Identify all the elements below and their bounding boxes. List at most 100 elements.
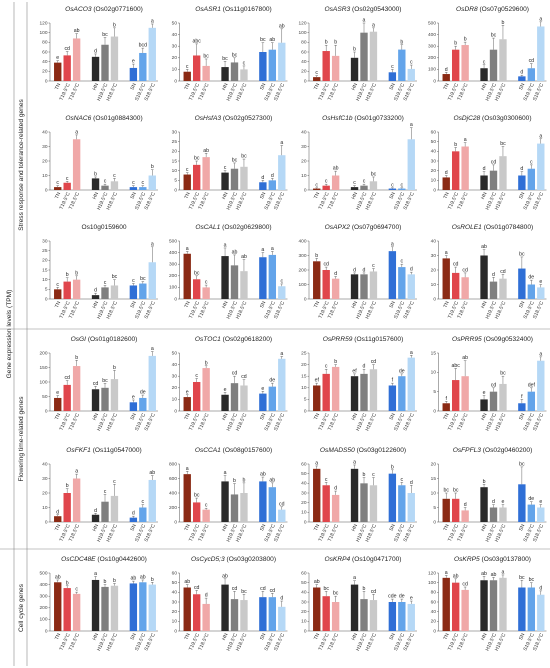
- y-tick-label: 0: [433, 187, 436, 193]
- panel-title: OsCAL1 (Os02g0629800): [195, 224, 271, 231]
- significance-letter: b: [75, 270, 78, 276]
- significance-letter: c: [186, 64, 189, 70]
- bar: [221, 394, 229, 411]
- y-tick-label: 15: [42, 267, 48, 273]
- y-tick-label: 400: [169, 490, 177, 496]
- bar: [192, 164, 201, 190]
- panel-title: OsMADS50 (Os03g0122600): [320, 447, 406, 454]
- y-tick-label: 0: [45, 519, 48, 525]
- bar: [139, 507, 147, 522]
- bar: [240, 271, 248, 299]
- significance-letter: cd: [93, 381, 99, 387]
- y-tick-label: 20: [42, 490, 48, 496]
- significance-letter: ab: [222, 573, 228, 579]
- significance-letter: ab: [462, 355, 468, 361]
- locus-id: (Os02g0629800): [222, 224, 272, 231]
- bar: [499, 383, 507, 411]
- significance-letter: d: [520, 166, 523, 172]
- significance-letter: cd: [323, 262, 329, 268]
- y-tick-label: 40: [301, 481, 307, 487]
- y-tick-label: 20: [301, 158, 307, 164]
- significance-letter: b: [94, 171, 97, 177]
- locus-id: (Os03g0122600): [357, 447, 407, 454]
- y-tick-label: 20: [172, 149, 178, 155]
- bar: [499, 156, 507, 190]
- x-tick-label: SN: [518, 632, 527, 641]
- gene-name: OsFPFL3: [453, 447, 482, 454]
- bar: [183, 587, 191, 631]
- gene-name: OsASR1: [195, 6, 221, 13]
- y-tick-label: 500: [169, 238, 177, 244]
- bar: [499, 39, 507, 81]
- bar: [461, 277, 469, 299]
- significance-letter: def: [528, 382, 536, 388]
- bar: [202, 157, 210, 190]
- bar: [101, 586, 109, 631]
- significance-letter: cd: [462, 582, 468, 588]
- significance-letter: c: [224, 165, 227, 171]
- bar: [129, 517, 138, 522]
- significance-letter: a: [151, 346, 154, 352]
- significance-letter: de: [269, 378, 275, 384]
- x-tick-label: SN: [518, 300, 527, 309]
- bar: [139, 397, 147, 411]
- y-tick-label: 100: [298, 30, 306, 36]
- y-tick-label: 0: [45, 408, 48, 414]
- y-tick-label: 0: [45, 628, 48, 634]
- bar: [350, 57, 359, 81]
- y-tick-label: 120: [39, 20, 47, 26]
- panel-title: OsKRP4 (Os10g0471700): [325, 556, 402, 563]
- panel-title: OsASR3 (Os02g0543000): [325, 6, 402, 13]
- locus-id: (Os02g0618200): [223, 336, 273, 343]
- significance-letter: c: [530, 159, 533, 165]
- y-tick-label: 10: [42, 277, 48, 283]
- bar: [202, 65, 210, 81]
- x-tick-label: SN: [259, 82, 268, 91]
- bar: [202, 509, 210, 522]
- bar: [360, 274, 368, 299]
- significance-letter: d: [520, 70, 523, 76]
- significance-letter: a: [280, 351, 283, 357]
- significance-letter: d: [363, 267, 366, 273]
- x-tick-label: SN: [389, 523, 398, 532]
- bar: [461, 146, 469, 190]
- x-tick-label: TN: [313, 82, 321, 91]
- significance-letter: ab: [232, 249, 238, 255]
- significance-letter: e: [502, 499, 505, 505]
- gene-name: OsTOC1: [195, 336, 221, 343]
- bar: [527, 504, 536, 522]
- significance-letter: de: [528, 496, 534, 502]
- y-tick-label: 40: [301, 129, 307, 135]
- bar: [278, 606, 286, 631]
- y-tick-label: 0: [304, 187, 307, 193]
- y-tick-label: 30: [301, 144, 307, 150]
- panel-title: OsFPFL3 (Os02g0460200): [453, 447, 533, 454]
- x-tick-label: TN: [442, 82, 450, 91]
- significance-letter: d: [445, 170, 448, 176]
- significance-letter: b: [75, 355, 78, 361]
- y-tick-label: 30: [301, 490, 307, 496]
- y-tick-label: 20: [42, 69, 48, 75]
- bar: [388, 473, 397, 522]
- y-tick-label: 25: [42, 248, 48, 254]
- significance-letter: a: [539, 351, 542, 357]
- significance-letter: a: [410, 122, 413, 128]
- bar: [442, 498, 450, 522]
- significance-letter: b: [454, 142, 457, 148]
- bar: [350, 187, 359, 190]
- y-tick-label: 20: [301, 69, 307, 75]
- bar: [499, 278, 507, 299]
- significance-letter: b: [363, 586, 366, 592]
- bar: [72, 478, 81, 522]
- y-tick-label: 60: [431, 599, 437, 605]
- panel-title: OsDjC28 (Os03g0300600): [453, 115, 531, 122]
- gene-name: OsGI: [71, 336, 87, 343]
- significance-letter: ab: [491, 572, 497, 578]
- significance-letter: f: [521, 394, 523, 400]
- gene-name: OsHsfA3: [195, 115, 222, 122]
- bar: [518, 76, 526, 81]
- bar: [259, 481, 267, 522]
- significance-letter: c: [315, 182, 318, 188]
- significance-letter: de: [399, 594, 405, 600]
- x-tick-label: SN: [389, 191, 398, 200]
